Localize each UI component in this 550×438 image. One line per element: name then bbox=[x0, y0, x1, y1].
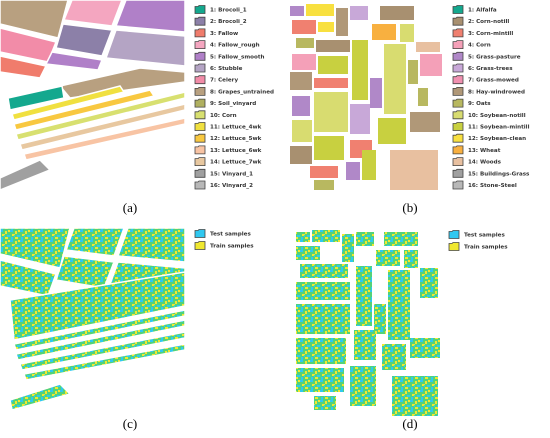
legend-label: 8: Hay-windrowed bbox=[468, 89, 525, 95]
map-c bbox=[0, 227, 186, 411]
legend-label: 15: Buildings-Grass bbox=[468, 171, 530, 177]
legend-label: 6: Stubble bbox=[210, 66, 243, 72]
legend-swatch bbox=[452, 133, 464, 143]
panel-label: (a) bbox=[123, 200, 137, 215]
legend-swatch bbox=[452, 75, 464, 85]
legend-label: 12: Lettuce_5wk bbox=[210, 136, 262, 142]
legend-swatch bbox=[194, 87, 206, 96]
legend-swatch bbox=[194, 40, 206, 49]
legend-label: 7: Celery bbox=[210, 78, 238, 84]
legend-swatch bbox=[452, 40, 464, 49]
legend-label: 3: Corn-mintill bbox=[468, 31, 513, 37]
panel-label: (c) bbox=[123, 416, 137, 431]
legend-swatch bbox=[452, 16, 464, 26]
legend-swatch bbox=[452, 51, 464, 61]
legend-label: 5: Grass-pasture bbox=[468, 54, 521, 60]
panel-label: (d) bbox=[402, 416, 417, 431]
legend-label: 12: Soybean-clean bbox=[468, 136, 526, 142]
legend-swatch bbox=[194, 75, 206, 85]
legend-swatch bbox=[452, 145, 464, 155]
legend-swatch bbox=[194, 241, 206, 250]
legend-swatch bbox=[194, 98, 206, 108]
legend-swatch bbox=[194, 28, 206, 38]
legend-label: Test samples bbox=[210, 232, 251, 238]
map-a bbox=[0, 0, 186, 191]
legend-swatch bbox=[452, 122, 464, 131]
panel-label: (b) bbox=[402, 200, 417, 215]
legend-label: Train samples bbox=[464, 245, 508, 251]
legend-label: 10: Soybean-notill bbox=[468, 113, 526, 119]
legend-swatch bbox=[452, 168, 464, 178]
legend-swatch bbox=[194, 110, 206, 120]
legend-label: 6: Grass-trees bbox=[468, 66, 513, 72]
map-b bbox=[290, 4, 442, 190]
legend-label: 1: Brocoli_1 bbox=[210, 8, 247, 14]
legend-swatch bbox=[194, 157, 206, 166]
legend-label: 2: Corn-notill bbox=[468, 19, 509, 25]
legend-label: 14: Lettuce_7wk bbox=[210, 160, 262, 166]
legend-label: 13: Wheat bbox=[468, 148, 501, 154]
legend-label: 14: Woods bbox=[468, 160, 502, 166]
legend-label: 15: Vinyard_1 bbox=[210, 171, 253, 177]
legend-label: 11: Lettuce_4wk bbox=[210, 125, 262, 131]
legend-swatch bbox=[448, 230, 460, 239]
legend-label: 4: Fallow_rough bbox=[210, 43, 260, 49]
legend-swatch bbox=[194, 133, 206, 143]
legend-label: 16: Vinyard_2 bbox=[210, 183, 253, 189]
legend-label: 3: Fallow bbox=[210, 31, 238, 37]
legend-label: 8: Grapes_untrained bbox=[210, 89, 274, 95]
legend-swatch bbox=[452, 28, 464, 38]
legend-label: 7: Grass-mowed bbox=[468, 78, 519, 84]
legend-swatch bbox=[194, 145, 206, 155]
legend-swatch bbox=[194, 16, 206, 26]
legend-swatch bbox=[194, 168, 206, 178]
legend-label: Test samples bbox=[464, 233, 505, 239]
legend-swatch bbox=[194, 122, 206, 131]
legend-label: 13: Lettuce_6wk bbox=[210, 148, 262, 154]
legend-swatch bbox=[452, 180, 464, 190]
legend-label: 5: Fallow_smooth bbox=[210, 54, 265, 60]
legend-label: 11: Soybean-mintill bbox=[468, 125, 530, 131]
legend-swatch bbox=[452, 110, 464, 120]
legend-swatch bbox=[452, 63, 464, 73]
legend-label: 16: Stone-Steel bbox=[468, 183, 517, 189]
legend-swatch bbox=[194, 5, 206, 14]
legend-label: 9: Soil_vinyard bbox=[210, 101, 256, 107]
legend-label: 9: Oats bbox=[468, 101, 491, 107]
legend-swatch bbox=[452, 98, 464, 108]
legend-label: 1: Alfalfa bbox=[468, 8, 497, 14]
legend-swatch bbox=[452, 5, 464, 14]
legend-label: 2: Brocoli_2 bbox=[210, 19, 247, 25]
map-d bbox=[296, 230, 440, 416]
legend-swatch bbox=[194, 63, 206, 73]
legend-swatch bbox=[452, 87, 464, 96]
legend-swatch bbox=[194, 180, 206, 190]
legend-label: Train samples bbox=[210, 244, 254, 250]
legend-swatch bbox=[448, 242, 460, 251]
legend-swatch bbox=[194, 51, 206, 61]
legend-label: 4: Corn bbox=[468, 43, 491, 49]
legend-swatch bbox=[452, 157, 464, 166]
legend-swatch bbox=[194, 229, 206, 238]
legend-label: 10: Corn bbox=[210, 113, 237, 119]
